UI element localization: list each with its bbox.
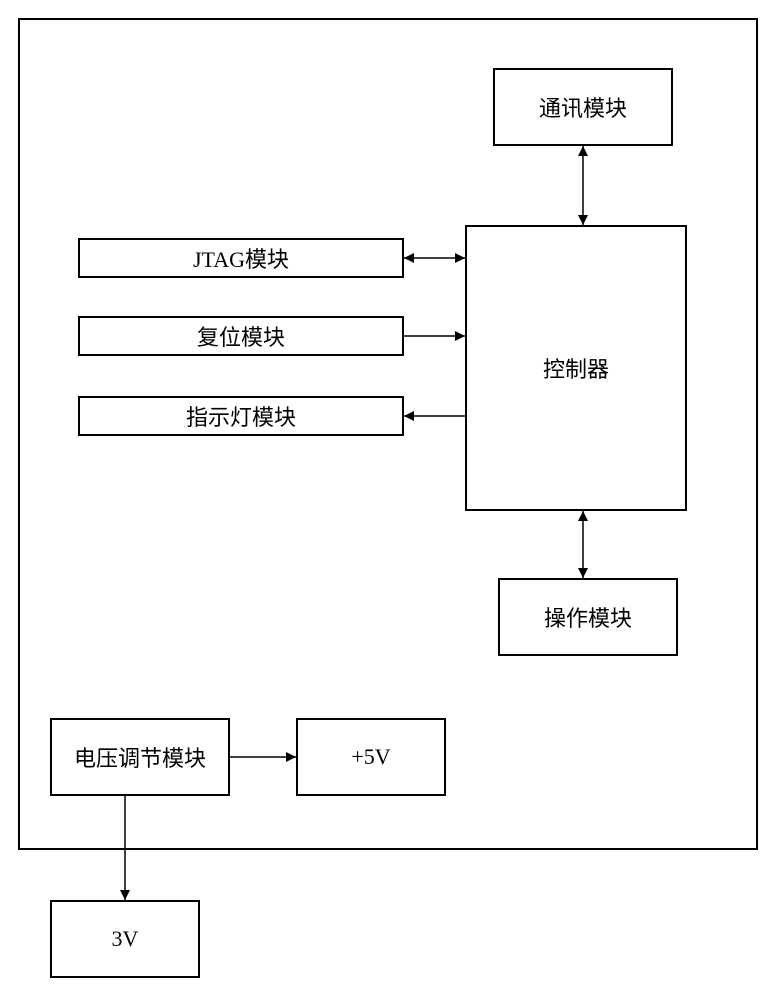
- diagram-canvas: 通讯模块 控制器 JTAG模块 复位模块 指示灯模块 操作模块 电压调节模块 +…: [0, 0, 779, 1000]
- node-label: 复位模块: [197, 320, 285, 352]
- node-label: 3V: [112, 926, 139, 952]
- node-label: 指示灯模块: [186, 400, 296, 432]
- node-label: 通讯模块: [539, 91, 627, 123]
- node-comm: 通讯模块: [493, 68, 673, 146]
- node-controller: 控制器: [465, 225, 687, 511]
- node-indicator: 指示灯模块: [78, 396, 404, 436]
- node-v3: 3V: [50, 900, 200, 978]
- node-v5: +5V: [296, 718, 446, 796]
- node-jtag: JTAG模块: [78, 238, 404, 278]
- node-label: 操作模块: [544, 601, 632, 633]
- node-label: 电压调节模块: [74, 741, 206, 773]
- node-reset: 复位模块: [78, 316, 404, 356]
- node-label: 控制器: [543, 352, 609, 384]
- node-vreg: 电压调节模块: [50, 718, 230, 796]
- node-label: +5V: [351, 744, 390, 770]
- node-label: JTAG模块: [193, 242, 289, 274]
- node-op: 操作模块: [498, 578, 678, 656]
